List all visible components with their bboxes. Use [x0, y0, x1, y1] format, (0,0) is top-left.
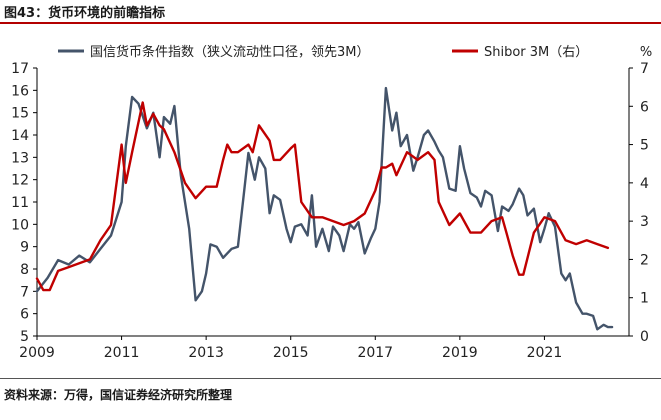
x-tick-label: 2011	[104, 345, 140, 361]
source-divider	[0, 378, 661, 379]
legend-label-shibor: Shibor 3M（右）	[484, 45, 588, 60]
right-tick-label: 2	[640, 252, 649, 268]
right-tick-label: 3	[640, 214, 649, 230]
series-line-condition-index	[35, 86, 614, 331]
legend-label-condition-index: 国信货币条件指数（狭义流动性口径，领先3M）	[90, 44, 370, 60]
left-tick-label: 8	[20, 262, 29, 278]
left-tick-label: 17	[11, 61, 29, 77]
x-tick-label: 2013	[188, 345, 224, 361]
right-tick-label: 6	[640, 99, 649, 115]
series-line-shibor	[35, 101, 610, 292]
left-tick-label: 15	[11, 106, 29, 122]
left-tick-label: 5	[20, 329, 29, 345]
x-tick-label: 2019	[442, 345, 478, 361]
right-tick-label: 1	[640, 291, 649, 307]
figure-title: 图43：货币环境的前瞻指标	[4, 6, 166, 21]
left-tick-label: 6	[20, 307, 29, 323]
right-tick-label: 0	[640, 329, 649, 345]
right-axis-unit: %	[640, 45, 652, 60]
left-tick-label: 11	[11, 195, 29, 211]
left-tick-label: 13	[11, 150, 29, 166]
title-divider	[0, 22, 661, 24]
series-group	[35, 86, 614, 331]
right-tick-label: 5	[640, 138, 649, 154]
x-tick-label: 2009	[19, 345, 55, 361]
x-tick-label: 2015	[273, 345, 309, 361]
left-tick-label: 9	[20, 240, 29, 256]
left-tick-label: 16	[11, 83, 29, 99]
left-tick-label: 10	[11, 217, 29, 233]
left-tick-label: 12	[11, 173, 29, 189]
chart: 国信货币条件指数（狭义流动性口径，领先3M） Shibor 3M（右） % 5 6…	[11, 44, 652, 361]
left-tick-label: 14	[11, 128, 29, 144]
legend: 国信货币条件指数（狭义流动性口径，领先3M） Shibor 3M（右）	[58, 44, 588, 60]
right-tick-label: 4	[640, 176, 649, 192]
left-tick-label: 7	[20, 284, 29, 300]
x-tick-label: 2017	[357, 345, 393, 361]
source-note: 资料来源：万得，国信证券经济研究所整理	[4, 388, 233, 402]
right-tick-label: 7	[640, 61, 649, 77]
x-tick-label: 2021	[527, 345, 563, 361]
